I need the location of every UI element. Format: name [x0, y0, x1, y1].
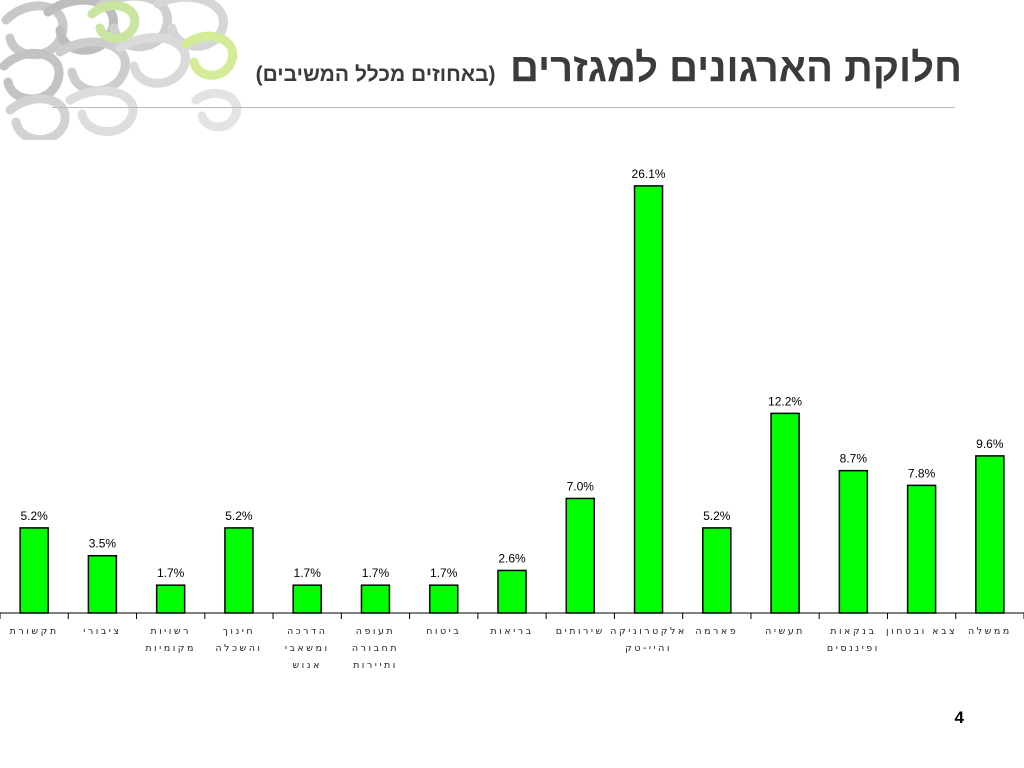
bar-series	[19, 185, 1005, 614]
value-label: 8.7%	[840, 452, 868, 466]
category-labels: תקשורת ציבורי רשויות מקומיות חינוך והשכלה הדרכ…	[10, 626, 1012, 671]
bar	[702, 527, 732, 614]
category-label: אלקטרוניקה	[610, 626, 686, 637]
bar	[975, 455, 1005, 614]
category-label: תחבורה	[352, 643, 399, 654]
bar	[838, 469, 869, 614]
category-label: ציבורי	[83, 626, 121, 637]
category-label: ופיננסים	[827, 643, 880, 654]
category-label: תקשורת	[10, 626, 59, 637]
bar	[565, 497, 596, 614]
category-label: ומשאבי	[285, 643, 330, 654]
title-subtitle: (באחוזים מכלל המשיבים)	[255, 63, 496, 86]
value-label: 5.2%	[20, 509, 48, 523]
slide-title: חלוקת הארגונים למגזרים (באחוזים מכלל המש…	[256, 46, 962, 91]
value-label: 12.2%	[768, 394, 802, 408]
page-number: 4	[954, 708, 964, 727]
bar	[633, 185, 664, 614]
category-label: שירותים	[556, 626, 605, 637]
value-label: 5.2%	[225, 509, 253, 523]
value-label: 1.7%	[294, 566, 322, 580]
category-label: אנוש	[292, 660, 321, 671]
bar	[428, 584, 459, 614]
value-label: 3.5%	[89, 537, 117, 551]
title-divider	[52, 107, 955, 108]
title-main: חלוקת הארגונים למגזרים	[510, 46, 962, 90]
value-labels: 5.2% 3.5% 1.7% 5.2% 1.7% 1.7% 1.7% 2.6% 7.0% 26.1…	[20, 167, 1003, 580]
value-label: 1.7%	[362, 566, 390, 580]
bar	[770, 412, 800, 614]
category-label: צבא ובטחון	[886, 626, 957, 637]
bar	[360, 584, 391, 614]
category-label: ותיירות	[353, 660, 398, 671]
category-label: ממשלה	[968, 626, 1012, 637]
value-label: 1.7%	[157, 566, 185, 580]
bar	[497, 569, 527, 614]
category-label: פארמה	[695, 626, 738, 637]
category-label: והשכלה	[215, 643, 262, 654]
category-label: חינוך	[223, 626, 255, 637]
category-label: מקומיות	[145, 643, 196, 654]
bar	[87, 554, 118, 614]
bar	[224, 527, 254, 614]
category-label: הדרכה	[287, 626, 328, 637]
bar	[155, 584, 186, 614]
category-label: בנקאות	[830, 626, 876, 637]
value-label: 9.6%	[976, 437, 1004, 451]
value-label: 7.0%	[567, 479, 595, 493]
value-label: 26.1%	[632, 167, 666, 181]
category-label: תעופה	[356, 626, 395, 637]
category-label: ביטוח	[426, 626, 461, 637]
bar	[906, 484, 937, 614]
x-axis	[0, 612, 1024, 619]
value-label: 5.2%	[703, 509, 731, 523]
category-label: תעשיה	[765, 626, 805, 637]
decorative-loops-graphic	[0, 0, 242, 140]
value-label: 1.7%	[430, 566, 458, 580]
value-label: 2.6%	[498, 551, 526, 565]
value-label: 7.8%	[908, 466, 936, 480]
bar	[19, 527, 49, 614]
category-label: רשויות	[150, 626, 191, 637]
category-label: והיי-טק	[625, 643, 672, 654]
bar	[292, 584, 322, 614]
category-label: בריאות	[490, 626, 533, 637]
